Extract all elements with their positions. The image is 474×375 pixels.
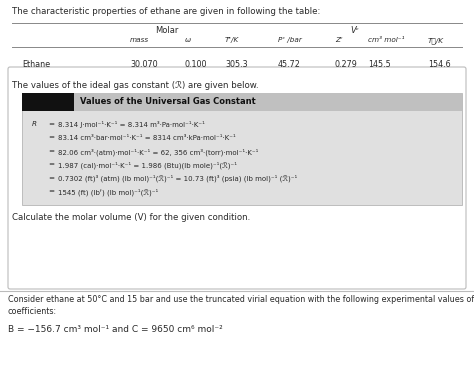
Text: 8.314 J·mol⁻¹·K⁻¹ = 8.314 m³·Pa·mol⁻¹·K⁻¹: 8.314 J·mol⁻¹·K⁻¹ = 8.314 m³·Pa·mol⁻¹·K⁻… [58,121,205,128]
Text: Calculate the molar volume (V) for the given condition.: Calculate the molar volume (V) for the g… [12,213,250,222]
Text: ω: ω [185,37,191,43]
Text: 0.7302 (ft)³ (atm) (lb mol)⁻¹(ℛ)⁻¹ = 10.73 (ft)³ (psia) (lb mol)⁻¹ (ℛ)⁻¹: 0.7302 (ft)³ (atm) (lb mol)⁻¹(ℛ)⁻¹ = 10.… [58,175,297,183]
Text: Pᶜ /bar: Pᶜ /bar [278,37,302,43]
Text: mass: mass [130,37,149,43]
FancyBboxPatch shape [22,93,74,111]
FancyBboxPatch shape [22,93,462,205]
Text: 154.6: 154.6 [428,60,451,69]
FancyBboxPatch shape [8,67,466,289]
Text: 30.070: 30.070 [130,60,158,69]
Text: Tᶇ/K: Tᶇ/K [428,37,444,44]
Text: B = −156.7 cm³ mol⁻¹ and C = 9650 cm⁶ mol⁻²: B = −156.7 cm³ mol⁻¹ and C = 9650 cm⁶ mo… [8,325,223,334]
Text: Molar: Molar [155,26,178,35]
Text: Vᶜ: Vᶜ [350,26,359,35]
Text: 0.100: 0.100 [185,60,208,69]
Text: The values of the ideal gas constant (ℛ) are given below.: The values of the ideal gas constant (ℛ)… [12,81,259,90]
Text: =: = [48,162,54,168]
Text: =: = [48,121,54,127]
Text: R: R [32,121,37,127]
Text: =: = [48,189,54,195]
Text: 83.14 cm³·bar·mol⁻¹·K⁻¹ = 8314 cm³·kPa·mol⁻¹·K⁻¹: 83.14 cm³·bar·mol⁻¹·K⁻¹ = 8314 cm³·kPa·m… [58,135,236,141]
Text: 1.987 (cal)·mol⁻¹·K⁻¹ = 1.986 (Btu)(lb mole)⁻¹(ℛ)⁻¹: 1.987 (cal)·mol⁻¹·K⁻¹ = 1.986 (Btu)(lb m… [58,162,237,169]
Text: Values of the Universal Gas Constant: Values of the Universal Gas Constant [80,98,256,106]
Text: 145.5: 145.5 [368,60,391,69]
Text: 45.72: 45.72 [278,60,301,69]
FancyBboxPatch shape [74,93,462,111]
Text: 305.3: 305.3 [225,60,247,69]
Text: 1545 (ft) (lbᶠ) (lb mol)⁻¹(ℛ)⁻¹: 1545 (ft) (lbᶠ) (lb mol)⁻¹(ℛ)⁻¹ [58,189,158,196]
Text: Zᶜ: Zᶜ [335,37,343,43]
Text: cm³ mol⁻¹: cm³ mol⁻¹ [368,37,404,43]
Text: Consider ethane at 50°C and 15 bar and use the truncated virial equation with th: Consider ethane at 50°C and 15 bar and u… [8,295,474,316]
Text: The characteristic properties of ethane are given in following the table:: The characteristic properties of ethane … [12,7,320,16]
Text: 0.279: 0.279 [335,60,358,69]
Text: Tᶜ/K: Tᶜ/K [225,37,239,43]
Text: Ethane: Ethane [22,60,50,69]
Text: =: = [48,175,54,181]
Text: =: = [48,148,54,154]
Text: =: = [48,135,54,141]
Text: 82.06 cm³·(atm)·mol⁻¹·K⁻¹ = 62, 356 cm³·(torr)·mol⁻¹·K⁻¹: 82.06 cm³·(atm)·mol⁻¹·K⁻¹ = 62, 356 cm³·… [58,148,258,156]
